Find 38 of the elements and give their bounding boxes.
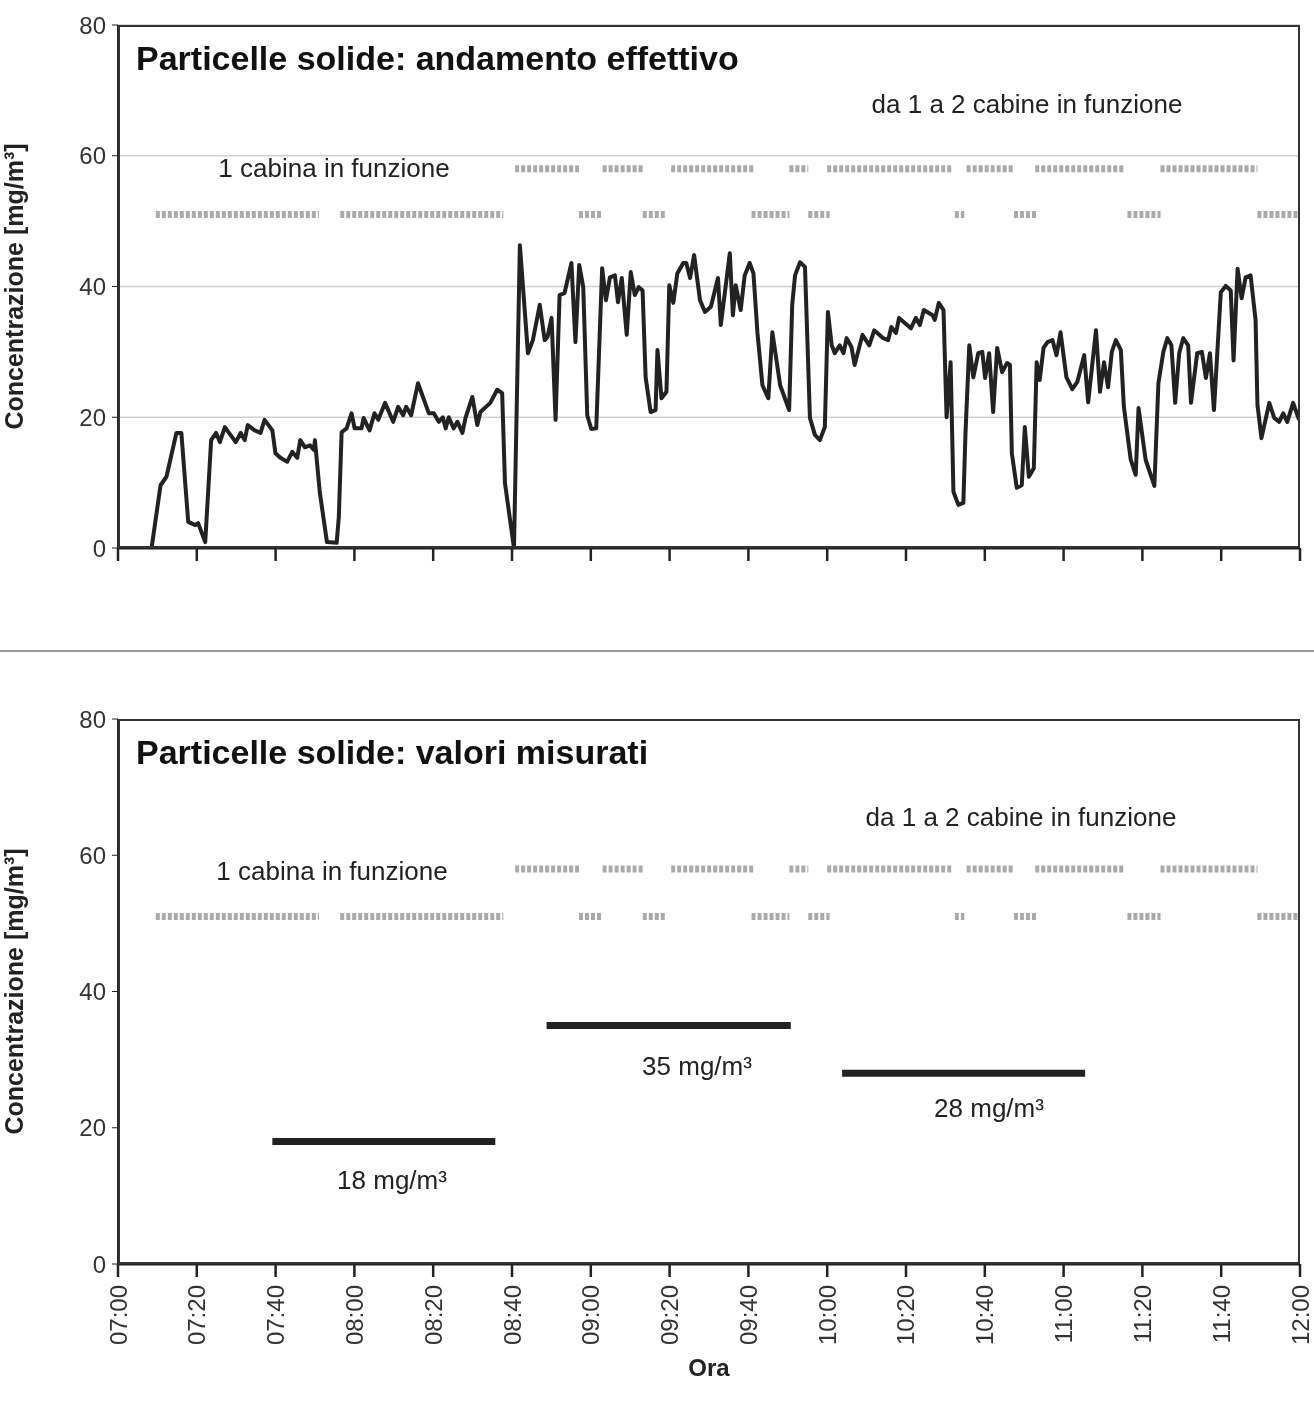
x-tick-label: 07:40: [262, 1285, 290, 1346]
x-tick-label: 11:20: [1128, 1285, 1156, 1344]
x-tick-label: 09:00: [577, 1285, 605, 1346]
x-tick-label: 09:40: [734, 1285, 762, 1346]
x-tick-label: 10:00: [813, 1285, 841, 1346]
annotation: da 1 a 2 cabine in funzione: [871, 88, 1183, 120]
x-tick-label: 10:20: [892, 1285, 920, 1346]
annotation: da 1 a 2 cabine in funzione: [865, 801, 1177, 833]
x-tick-label: 07:00: [104, 1285, 132, 1346]
y-tick-label: 60: [79, 142, 106, 170]
y-axis-title: Concentrazione [mg/m³]: [0, 848, 28, 1135]
y-tick-label: 40: [79, 273, 106, 300]
x-tick-label: 11:40: [1207, 1285, 1235, 1344]
y-tick-label: 20: [79, 1114, 106, 1142]
x-tick-label: 12:00: [1286, 1285, 1314, 1346]
y-axis-title: Concentrazione [mg/m³]: [0, 143, 28, 430]
annotation: 1 cabina in funzione: [218, 152, 450, 184]
annotation: 1 cabina in funzione: [216, 855, 448, 887]
annotation: 18 mg/m³: [337, 1164, 447, 1196]
x-tick-label: 07:20: [183, 1285, 211, 1346]
x-tick-label: 11:00: [1050, 1285, 1078, 1344]
x-tick-label: 09:20: [656, 1285, 684, 1346]
chart-title: Particelle solide: andamento effettivo: [136, 39, 739, 78]
chart-title: Particelle solide: valori misurati: [136, 733, 649, 772]
y-tick-label: 0: [92, 534, 106, 562]
y-tick-label: 40: [79, 978, 106, 1005]
y-tick-label: 80: [79, 705, 106, 733]
x-axis-title: Ora: [688, 1354, 731, 1381]
x-tick-label: 08:00: [340, 1285, 368, 1346]
y-tick-label: 20: [79, 403, 106, 431]
x-tick-label: 10:40: [971, 1285, 999, 1346]
y-tick-label: 80: [79, 11, 106, 39]
annotation: 28 mg/m³: [934, 1092, 1044, 1124]
y-tick-label: 60: [79, 841, 106, 869]
x-tick-label: 08:20: [419, 1285, 447, 1346]
x-tick-label: 08:40: [498, 1285, 526, 1346]
y-tick-label: 0: [92, 1250, 106, 1278]
annotation: 35 mg/m³: [642, 1050, 752, 1082]
